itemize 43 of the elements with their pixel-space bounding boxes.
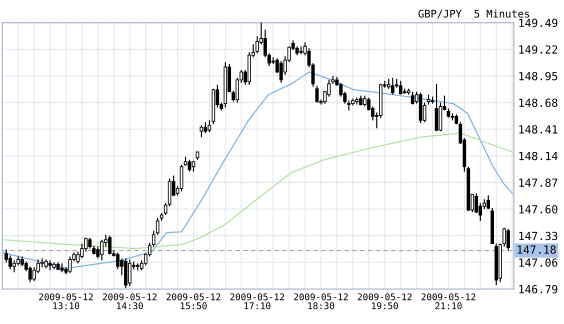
- candlestick: [124, 258, 128, 289]
- chart-subtitle: 5 Minutes: [474, 10, 530, 18]
- candlestick: [359, 95, 363, 106]
- candlestick: [48, 260, 52, 271]
- candlestick: [410, 91, 414, 106]
- candlestick: [200, 124, 204, 138]
- y-tick-label: 149.49: [519, 18, 558, 28]
- x-tick-label: 2009-05-12 19:50: [358, 293, 412, 310]
- y-tick-label: 147.06: [519, 258, 558, 267]
- candlestick: [390, 77, 394, 96]
- candlestick: [426, 94, 430, 106]
- candlestick: [108, 235, 112, 256]
- y-tick-label: 148.68: [519, 98, 558, 107]
- x-tick-label: 2009-05-12 13:10: [39, 293, 93, 310]
- candlestick: [506, 228, 510, 252]
- x-tick-label: 2009-05-12 21:10: [422, 293, 476, 310]
- x-tick-label: 2009-05-12 18:30: [294, 293, 348, 310]
- line-series: [2, 132, 513, 250]
- chart-title: GBP/JPY: [418, 10, 462, 18]
- candlestick: [363, 95, 367, 108]
- candlestick: [12, 260, 16, 273]
- x-tick-label: 2009-05-12 17:10: [230, 293, 284, 310]
- y-tick-label: 147.33: [519, 232, 558, 240]
- line-series: [2, 71, 513, 269]
- y-tick-label: 147.87: [519, 178, 558, 187]
- candlestick: [474, 192, 478, 214]
- y-tick-label: 148.41: [519, 125, 558, 134]
- candlestick: [486, 194, 490, 210]
- candlestick: [398, 80, 402, 96]
- x-tick-label: 2009-05-12 14:30: [102, 293, 157, 310]
- y-tick-label: 148.95: [519, 72, 558, 80]
- y-tick-label: 148.14: [519, 152, 558, 160]
- y-tick-label: 146.79: [519, 285, 558, 294]
- y-tick-label: 149.22: [519, 45, 558, 54]
- candlestick: [100, 239, 104, 261]
- y-tick-label: 147.60: [519, 205, 558, 214]
- ref-line-label: 147.18: [518, 245, 556, 254]
- candlestick: [128, 258, 132, 287]
- candlestick: [28, 266, 32, 283]
- candlestick: [76, 250, 80, 264]
- x-tick-label: 2009-05-12 15:50: [166, 293, 220, 310]
- candlestick: [204, 122, 208, 134]
- candlestick: [136, 262, 140, 271]
